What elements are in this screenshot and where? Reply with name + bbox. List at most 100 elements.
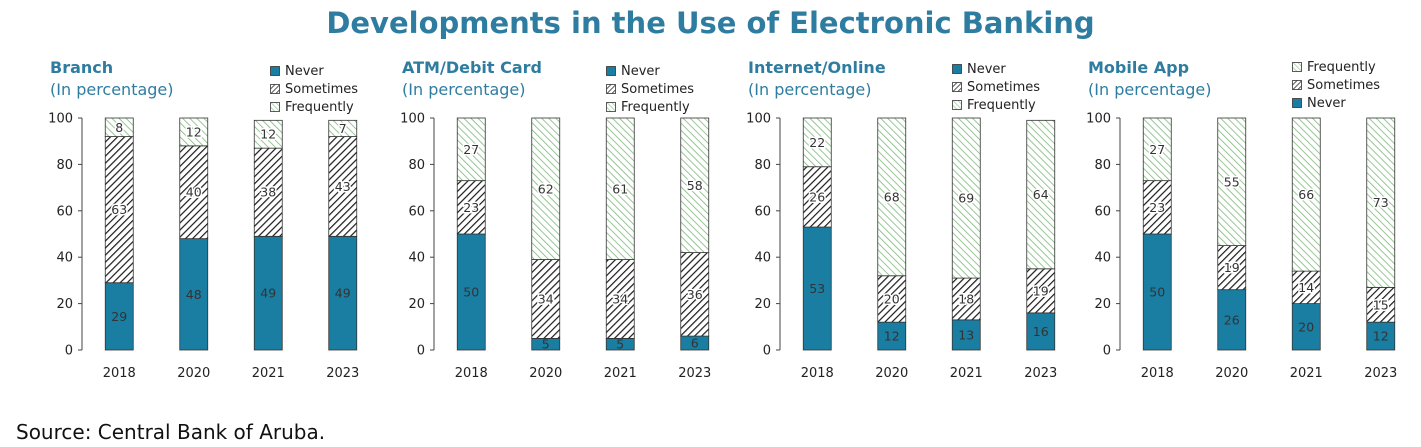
bar-never-2018 [1142,233,1172,351]
data-label-never-2020: 26 [1224,312,1240,327]
x-tick-label: 2020 [177,366,210,381]
y-tick-label: 60 [56,204,73,219]
data-label-frequently-2018: 8 [115,120,123,135]
legend-item-never: Never [270,62,358,80]
bar-never-2018 [456,233,486,351]
bar-frequently-2023 [1366,117,1396,288]
bar-sometimes-2023 [1026,268,1056,314]
chart-panel-internet-online: Internet/Online (In percentage) Never Som… [740,56,1085,396]
data-label-sometimes-2018: 63 [111,202,127,217]
legend-swatch [270,84,280,94]
chart-legend: Never Sometimes Frequently [270,62,358,116]
legend-label: Frequently [1307,59,1376,75]
data-label-frequently-2021: 61 [612,181,628,196]
page-title: Developments in the Use of Electronic Ba… [326,6,1095,40]
data-label-sometimes-2021: 14 [1298,280,1314,295]
data-label-frequently-2021: 69 [958,191,974,206]
legend-label: Sometimes [285,81,359,97]
legend-item-sometimes: Sometimes [606,80,694,98]
bar-never-2021 [951,319,981,351]
bar-never-2018 [802,226,832,351]
bar-never-2021 [1291,303,1321,351]
chart-panel-mobile-app: Mobile App (In percentage) Frequently Som… [1080,56,1421,396]
chart-title: Internet/Online [748,58,886,77]
data-label-never-2023: 49 [335,286,351,301]
y-tick-label: 20 [1094,297,1111,312]
y-tick-label: 100 [400,112,425,127]
x-tick-label: 2021 [604,366,637,381]
bar-never-2020 [877,321,907,351]
data-label-never-2021: 20 [1298,319,1314,334]
data-label-never-2018: 50 [1149,285,1165,300]
y-tick-label: 40 [1094,251,1111,266]
y-tick-label: 40 [56,251,73,266]
bar-frequently-2023 [328,119,358,137]
source-note: Source: Central Bank of Aruba. [16,420,326,444]
y-tick-label: 80 [1094,158,1111,173]
chart-legend: Frequently Sometimes Never [1292,58,1380,112]
bar-frequently-2021 [1291,117,1321,272]
legend-label: Sometimes [967,79,1041,95]
y-tick-label: 40 [754,251,771,266]
bar-frequently-2021 [951,117,981,279]
data-label-frequently-2021: 12 [260,127,276,142]
y-tick-label: 0 [763,344,771,359]
y-tick-label: 80 [754,158,771,173]
x-tick-label: 2021 [1290,366,1323,381]
x-tick-label: 2018 [1141,366,1174,381]
legend-label: Frequently [967,97,1036,113]
x-tick-label: 2018 [103,366,136,381]
y-tick-label: 0 [65,344,73,359]
data-label-sometimes-2021: 38 [260,185,276,200]
legend-swatch [952,100,962,110]
legend-label: Never [621,63,660,79]
bar-chart: 0 20 40 60 80 100 50 23 27 2018 5 34 62 2020 5 34 61 2021… [400,112,711,382]
bar-sometimes-2020 [531,259,561,339]
chart-title: Branch [50,58,114,77]
x-tick-label: 2018 [455,366,488,381]
data-label-frequently-2023: 64 [1033,187,1049,202]
bar-never-2023 [328,235,358,351]
legend-swatch [606,102,616,112]
bar-frequently-2018 [104,117,134,137]
data-label-frequently-2023: 7 [339,121,347,136]
chart-legend: Never Sometimes Frequently [952,60,1040,114]
data-label-frequently-2020: 55 [1224,174,1240,189]
legend-swatch [1292,80,1302,90]
chart-title: Mobile App [1088,58,1190,77]
bar-sometimes-2020 [1217,245,1247,291]
data-label-sometimes-2018: 23 [1149,200,1165,215]
chart-subtitle: (In percentage) [1088,80,1212,99]
chart-legend: Never Sometimes Frequently [606,62,694,116]
bar-frequently-2023 [680,117,710,253]
data-label-sometimes-2020: 40 [186,185,202,200]
chart-subtitle: (In percentage) [402,80,526,99]
bar-frequently-2018 [456,117,486,182]
legend-item-sometimes: Sometimes [952,78,1040,96]
y-tick-label: 20 [754,297,771,312]
data-label-frequently-2018: 22 [809,135,825,150]
y-tick-label: 100 [746,112,771,127]
legend-item-frequently: Frequently [270,98,358,116]
y-tick-label: 60 [408,204,425,219]
bar-sometimes-2018 [1142,180,1172,235]
legend-swatch [1292,98,1302,108]
bar-frequently-2018 [802,117,832,168]
data-label-sometimes-2023: 43 [335,179,351,194]
x-tick-label: 2020 [1215,366,1248,381]
bar-frequently-2021 [253,119,283,149]
bar-sometimes-2020 [179,145,209,240]
legend-label: Never [1307,95,1346,111]
legend-item-sometimes: Sometimes [1292,76,1380,94]
chart-panel-atm-debit-card: ATM/Debit Card (In percentage) Never Some… [394,56,739,396]
legend-item-sometimes: Sometimes [270,80,358,98]
bar-frequently-2023 [1026,119,1056,270]
data-label-frequently-2020: 62 [538,181,554,196]
data-label-frequently-2018: 27 [1149,142,1165,157]
bar-chart: 0204060801005023272018261955202020146620… [1086,112,1397,382]
data-label-sometimes-2023: 36 [687,287,703,302]
y-tick-label: 100 [1086,112,1111,127]
x-tick-label: 2023 [678,366,711,381]
legend-label: Never [967,61,1006,77]
y-tick-label: 100 [48,112,73,127]
